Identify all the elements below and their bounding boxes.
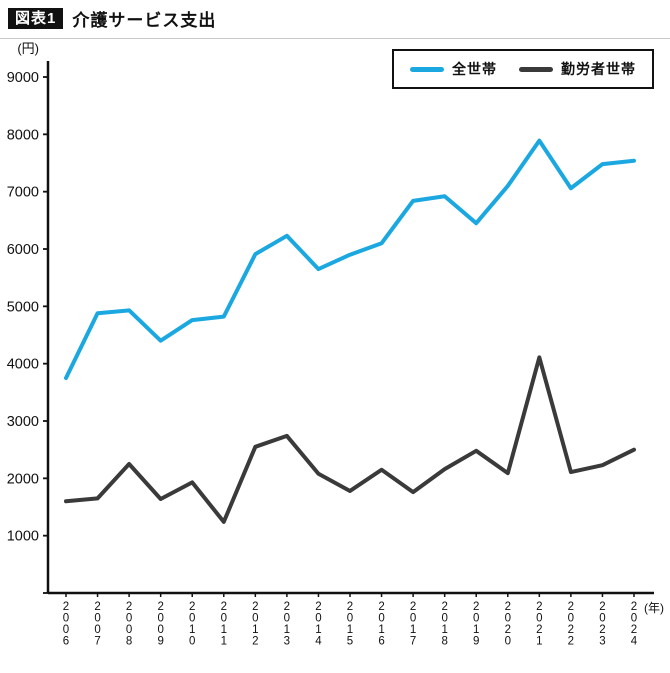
legend-label: 全世帯 (452, 61, 497, 77)
svg-text:1000: 1000 (7, 529, 39, 545)
worker-households-line-swatch (519, 66, 553, 72)
svg-text:5000: 5000 (7, 299, 39, 315)
svg-text:3000: 3000 (7, 414, 39, 430)
chart-title: 介護サービス支出 (72, 11, 217, 30)
svg-text:(円): (円) (17, 41, 39, 56)
legend-item-worker-households: 勤労者世帯 (519, 59, 636, 79)
legend-label: 勤労者世帯 (561, 61, 636, 77)
svg-text:7000: 7000 (7, 185, 39, 201)
chart-area: 1000 2000 3000 4000 5000 6000 7000 8000 9000 (円) 2… (0, 39, 670, 673)
svg-text:(年): (年) (644, 601, 664, 615)
svg-text:6000: 6000 (7, 242, 39, 258)
svg-text:4000: 4000 (7, 357, 39, 373)
chart-header: 図表1 介護サービス支出 (0, 0, 670, 39)
legend-item-all-households: 全世帯 (410, 59, 497, 79)
svg-text:8000: 8000 (7, 127, 39, 143)
line-chart: 1000 2000 3000 4000 5000 6000 7000 8000 9000 (円) 2… (7, 41, 664, 648)
svg-text:9000: 9000 (7, 70, 39, 86)
figure-badge: 図表1 (8, 8, 64, 29)
chart-legend: 全世帯 勤労者世帯 (392, 49, 654, 89)
svg-text:2000: 2000 (7, 471, 39, 487)
all-households-line-swatch (410, 66, 444, 72)
